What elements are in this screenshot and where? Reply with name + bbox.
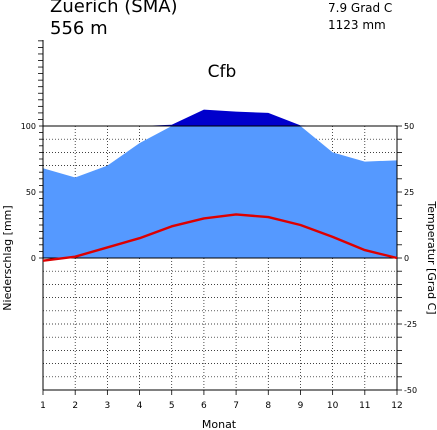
- annual-precipitation: 1123 mm: [328, 18, 386, 32]
- precip-tick-label: 100: [21, 122, 36, 131]
- month-tick-label: 11: [359, 401, 370, 411]
- temperature-line: [42, 213, 398, 262]
- precip-tick-label: 50: [26, 188, 36, 197]
- y-axis-right-title: Temperatur [Grad C]: [425, 200, 437, 314]
- climate-class-label: Cfb: [208, 62, 237, 82]
- month-tick-label: 1: [40, 401, 46, 411]
- temp-tick-label: 25: [404, 188, 414, 197]
- temp-tick-label: -50: [404, 386, 417, 395]
- month-tick-label: 8: [265, 401, 271, 411]
- month-tick-label: 10: [327, 401, 339, 411]
- precipitation-area: [43, 126, 397, 258]
- station-name: Zuerich (SMA): [50, 0, 178, 17]
- precip-tick-label: 0: [31, 254, 36, 263]
- month-tick-label: 3: [104, 401, 110, 411]
- month-tick-label: 2: [72, 401, 78, 411]
- month-tick-label: 5: [169, 401, 175, 411]
- precipitation-excess-area: [43, 109, 397, 126]
- temp-tick-label: -25: [404, 320, 417, 329]
- month-tick-label: 4: [137, 401, 143, 411]
- station-elevation: 556 m: [50, 18, 108, 39]
- temp-tick-label: 50: [404, 122, 414, 131]
- temp-tick-label: 0: [404, 254, 409, 263]
- month-tick-label: 9: [298, 401, 304, 411]
- month-tick-label: 7: [233, 401, 239, 411]
- x-axis-title: Monat: [202, 418, 237, 430]
- y-axis-left-title: Niederschlag [mm]: [1, 205, 14, 310]
- mean-temperature: 7.9 Grad C: [328, 1, 393, 15]
- month-tick-label: 12: [391, 401, 402, 411]
- month-tick-label: 6: [201, 401, 207, 411]
